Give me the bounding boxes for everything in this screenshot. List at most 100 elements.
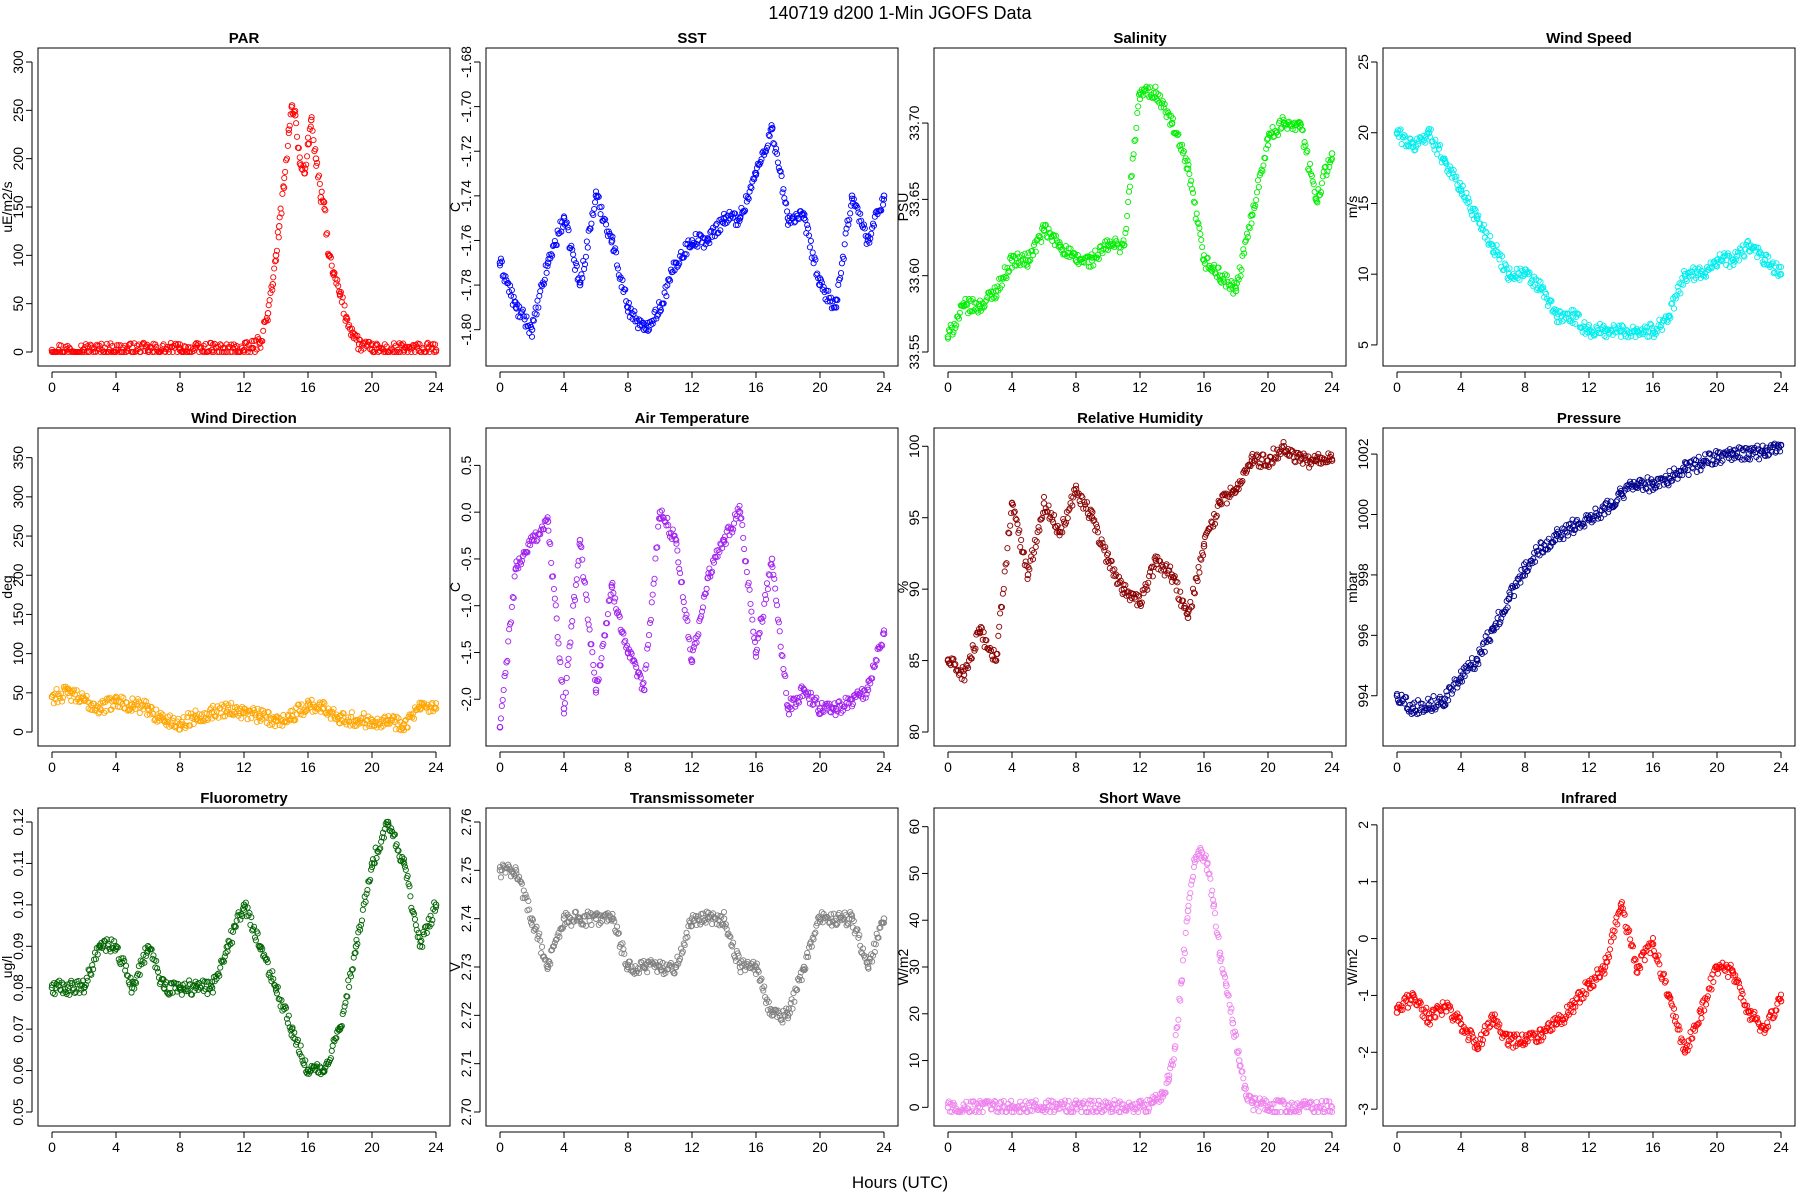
- sst-minute-sample: [598, 203, 605, 210]
- wind-direction-y-tick-label: 100: [10, 642, 26, 666]
- par-minute-sample: [265, 302, 272, 309]
- fluorometry-y-tick-label: 0.11: [10, 850, 26, 876]
- par-minute-sample: [274, 229, 281, 236]
- par-minute-sample: [310, 137, 317, 144]
- air-temperature-minute-sample: [557, 659, 564, 666]
- par-minute-sample: [153, 343, 160, 350]
- salinity-minute-sample: [1032, 248, 1039, 255]
- par-y-tick-label: 200: [10, 147, 26, 171]
- sst-minute-sample: [745, 195, 752, 202]
- air-temperature-minute-sample: [679, 594, 686, 601]
- sst-y-axis: -1.80-1.78-1.76-1.74-1.72-1.70-1.68: [458, 46, 481, 346]
- sst-minute-sample: [498, 258, 505, 265]
- par-minute-sample: [388, 345, 395, 352]
- air-temperature-minute-sample: [504, 657, 511, 665]
- sst-minute-sample: [831, 304, 838, 311]
- wind-direction-x-tick-label: 0: [48, 759, 56, 775]
- salinity-minute-sample: [1004, 264, 1011, 271]
- sst-minute-sample: [776, 167, 783, 174]
- par-minute-sample: [232, 348, 239, 356]
- salinity-minute-sample: [1119, 240, 1126, 247]
- sst-title: SST: [677, 30, 706, 47]
- salinity-minute-sample: [1093, 255, 1100, 262]
- sst-minute-sample: [520, 313, 527, 320]
- air-temperature-minute-sample: [612, 595, 619, 602]
- fluorometry-minute-sample: [186, 977, 193, 984]
- air-temperature-minute-sample: [547, 540, 554, 547]
- sst-minute-sample: [744, 194, 751, 201]
- air-temperature-y-tick-label: -2.0: [458, 687, 474, 711]
- pressure-x-tick-label: 20: [1709, 759, 1725, 775]
- relative-humidity-minute-sample: [996, 623, 1003, 630]
- wind-direction-y-tick-label: 250: [10, 524, 26, 548]
- sst-minute-sample: [663, 293, 670, 300]
- air-temperature-minute-sample: [740, 534, 747, 541]
- par-minute-sample: [278, 210, 285, 217]
- relative-humidity-x-tick-label: 20: [1260, 759, 1276, 775]
- salinity-minute-sample: [1112, 235, 1119, 242]
- sst-minute-sample: [880, 196, 888, 203]
- par-minute-sample: [342, 317, 349, 324]
- fluorometry-minute-sample: [154, 965, 161, 972]
- par-data-points: [48, 102, 440, 354]
- fluorometry-y-tick-label: 0.05: [10, 1098, 26, 1125]
- sst-minute-sample: [692, 231, 699, 238]
- sst-minute-sample: [773, 150, 781, 157]
- par-minute-sample: [371, 348, 378, 356]
- sst-minute-sample: [669, 268, 676, 275]
- par-minute-sample: [116, 348, 123, 356]
- salinity-x-tick-label: 8: [1072, 379, 1080, 395]
- transmissometer-x-axis: 0 4 8 12 16 20 24: [496, 1131, 892, 1155]
- sst-minute-sample: [591, 205, 598, 213]
- par-minute-sample: [397, 348, 404, 356]
- salinity-minute-sample: [1037, 234, 1044, 241]
- pressure-y-tick-label: 996: [1355, 623, 1371, 647]
- relative-humidity-x-tick-label: 24: [1324, 759, 1340, 775]
- transmissometer-minute-sample: [539, 943, 546, 950]
- salinity-minute-sample: [1301, 139, 1308, 146]
- salinity-minute-sample: [1135, 103, 1142, 110]
- air-temperature-minute-sample: [565, 655, 572, 662]
- air-temperature-minute-sample: [567, 639, 574, 646]
- pressure-minute-sample: [1518, 566, 1525, 573]
- par-minute-sample: [208, 339, 215, 346]
- par-minute-sample: [82, 341, 89, 348]
- relative-humidity-minute-sample: [1004, 545, 1011, 552]
- par-minute-sample: [233, 343, 240, 350]
- transmissometer-x-tick-label: 4: [560, 1139, 568, 1155]
- salinity-minute-sample: [1092, 247, 1099, 254]
- par-minute-sample: [275, 234, 282, 241]
- salinity-minute-sample: [1134, 109, 1141, 117]
- short-wave-y-tick-label: 50: [906, 865, 922, 881]
- par-minute-sample: [304, 153, 311, 160]
- par-minute-sample: [123, 345, 131, 352]
- pressure-y-tick-label: 994: [1355, 684, 1371, 708]
- transmissometer-minute-sample: [526, 906, 533, 913]
- sst-minute-sample: [584, 244, 591, 251]
- salinity-minute-sample: [1026, 258, 1033, 265]
- transmissometer-title: Transmissometer: [630, 790, 754, 807]
- sst-minute-sample: [774, 159, 781, 166]
- pressure-minute-sample: [1685, 471, 1692, 478]
- salinity-minute-sample: [1126, 183, 1133, 190]
- sst-minute-sample: [846, 216, 853, 223]
- par-minute-sample: [57, 348, 64, 356]
- salinity-minute-sample: [1172, 130, 1179, 137]
- air-temperature-minute-sample: [647, 616, 654, 623]
- wind-speed-minute-sample: [1463, 189, 1470, 196]
- salinity-y-label: PSU: [895, 193, 911, 222]
- par-minute-sample: [109, 343, 116, 350]
- par-minute-sample: [427, 341, 434, 348]
- salinity-x-tick-label: 16: [1196, 379, 1212, 395]
- par-minute-sample: [276, 214, 283, 221]
- wind-speed-x-tick-label: 0: [1393, 379, 1401, 395]
- salinity-minute-sample: [1155, 91, 1162, 98]
- wind-speed-minute-sample: [1670, 305, 1678, 312]
- short-wave-y-tick-label: 20: [906, 1006, 922, 1022]
- air-temperature-x-axis: 0 4 8 12 16 20 24: [496, 751, 892, 775]
- sst-minute-sample: [582, 253, 589, 260]
- par-minute-sample: [281, 175, 288, 182]
- transmissometer-y-tick-label: 2.72: [458, 1001, 474, 1028]
